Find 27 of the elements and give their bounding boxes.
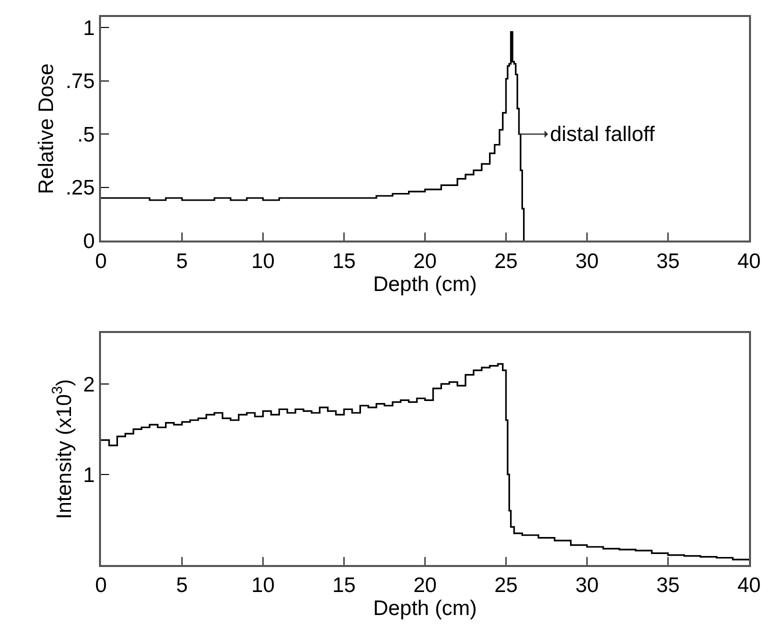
x-tick-label: 5 (176, 250, 188, 273)
y-tick-label: 1 (83, 17, 95, 40)
x-axis-title: Depth (cm) (373, 272, 477, 296)
x-tick-label: 25 (494, 250, 518, 273)
x-tick-label: 10 (251, 574, 275, 598)
y-axis-title: Relative Dose (35, 63, 58, 194)
y-tick-label: .5 (77, 123, 95, 146)
x-tick-label: 20 (413, 250, 437, 273)
y-tick-label: .75 (66, 70, 95, 94)
y-tick-label: 2 (83, 373, 95, 396)
x-tick-label: 15 (332, 250, 356, 273)
x-tick-label: 10 (251, 250, 275, 273)
annotation: distal falloff (550, 123, 655, 146)
x-tick-label: 15 (332, 574, 356, 598)
x-tick-label: 30 (575, 250, 599, 273)
x-tick-label: 40 (737, 574, 761, 598)
x-tick-label: 35 (656, 250, 680, 273)
x-axis-title: Depth (cm) (373, 597, 477, 620)
x-tick-label: 30 (575, 574, 599, 598)
x-tick-label: 5 (176, 574, 188, 598)
y-tick-label: 1 (83, 464, 95, 487)
y-tick-label: .25 (66, 176, 95, 200)
x-tick-label: 40 (737, 250, 761, 273)
y-tick-label: 0 (83, 230, 95, 253)
x-tick-label: 35 (656, 574, 680, 598)
x-tick-label: 20 (413, 574, 437, 598)
x-tick-label: 25 (494, 574, 518, 598)
